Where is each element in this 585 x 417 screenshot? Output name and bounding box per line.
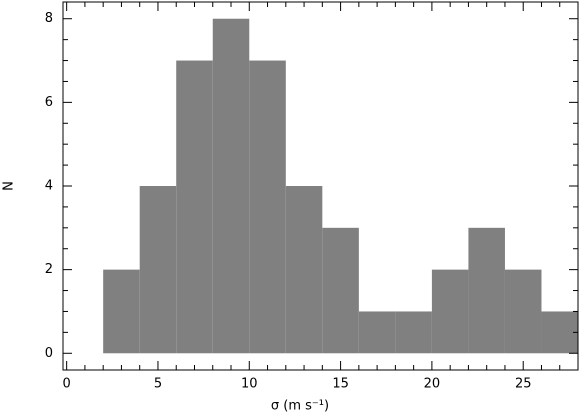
- x-tick-label: 15: [332, 377, 349, 392]
- bar: [504, 269, 542, 354]
- y-tick-label: 8: [45, 11, 53, 26]
- bar: [285, 186, 323, 354]
- bar: [358, 311, 396, 354]
- bar: [139, 186, 177, 354]
- y-tick-label: 4: [45, 179, 53, 194]
- y-tick-label: 6: [45, 95, 53, 110]
- x-tick-label: 20: [424, 377, 441, 392]
- bar: [176, 60, 213, 354]
- bar: [322, 227, 359, 354]
- y-axis-label: N: [2, 181, 17, 191]
- x-tick-label: 10: [241, 377, 258, 392]
- bar: [431, 269, 469, 354]
- bar: [541, 311, 578, 354]
- y-tick-label: 2: [45, 262, 53, 277]
- bar: [212, 18, 250, 354]
- bar: [103, 269, 140, 354]
- x-tick-label: 5: [154, 377, 162, 392]
- bar: [249, 60, 286, 354]
- y-tick-label: 0: [45, 346, 53, 361]
- x-tick-label: 25: [515, 377, 532, 392]
- x-tick-label: 0: [63, 377, 71, 392]
- x-axis-label: σ (m s⁻¹): [271, 399, 329, 414]
- bar: [468, 227, 505, 354]
- bar: [395, 311, 432, 354]
